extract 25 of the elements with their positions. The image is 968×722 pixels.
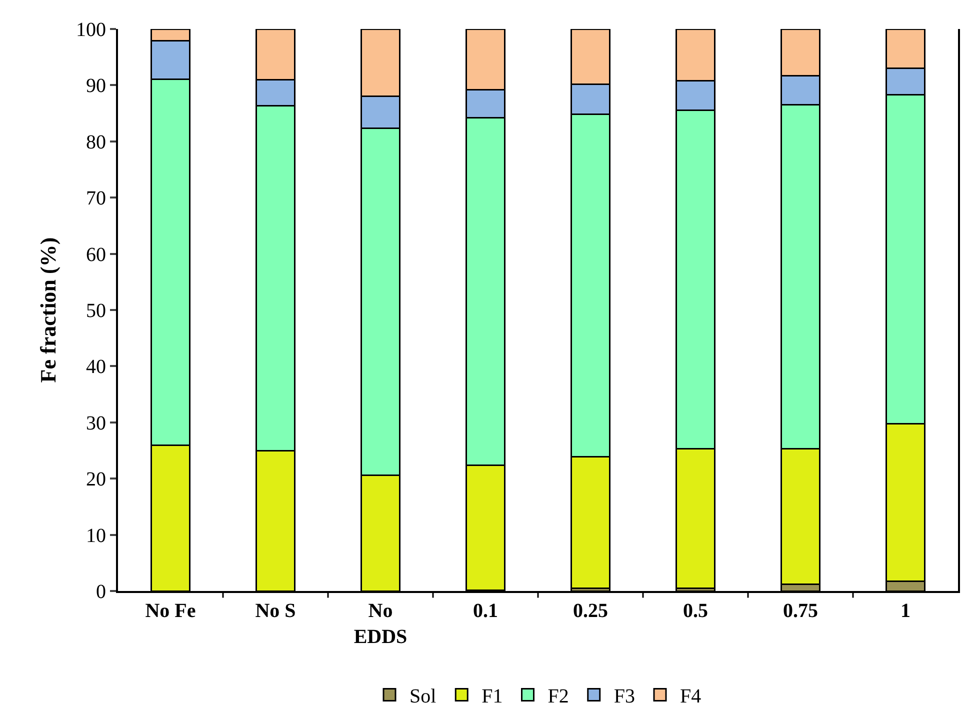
y-tick-label: 90 xyxy=(86,75,106,98)
y-tick-label: 50 xyxy=(86,300,106,322)
y-tick-label: 80 xyxy=(86,131,106,154)
y-tick-label: 30 xyxy=(86,412,106,434)
legend-label: F1 xyxy=(482,686,503,708)
legend-label: F4 xyxy=(680,686,702,708)
y-tick-label: 20 xyxy=(86,468,106,491)
y-tick-label: 0 xyxy=(96,581,106,603)
x-tick-label: 0.5 xyxy=(683,600,708,622)
x-tick-label: 0.1 xyxy=(473,600,498,622)
x-tick-label: 0.75 xyxy=(783,600,818,622)
x-tick-label: No S xyxy=(255,600,296,622)
x-tick-label: No Fe xyxy=(145,600,196,622)
x-tick-label: 1 xyxy=(900,600,910,622)
y-tick-label: 100 xyxy=(76,19,106,41)
legend-label: Sol xyxy=(410,686,437,708)
y-tick-label: 70 xyxy=(86,188,106,210)
legend-label: F2 xyxy=(548,686,569,708)
y-tick-label: 40 xyxy=(86,356,106,378)
y-axis-title: Fe fraction (%) xyxy=(35,237,60,383)
x-tick-label: 0.25 xyxy=(573,600,608,622)
legend-label: F3 xyxy=(614,686,635,708)
x-tick-label: No EDDS xyxy=(354,600,408,648)
y-tick-label: 60 xyxy=(86,244,106,266)
y-tick-label: 10 xyxy=(86,524,106,547)
